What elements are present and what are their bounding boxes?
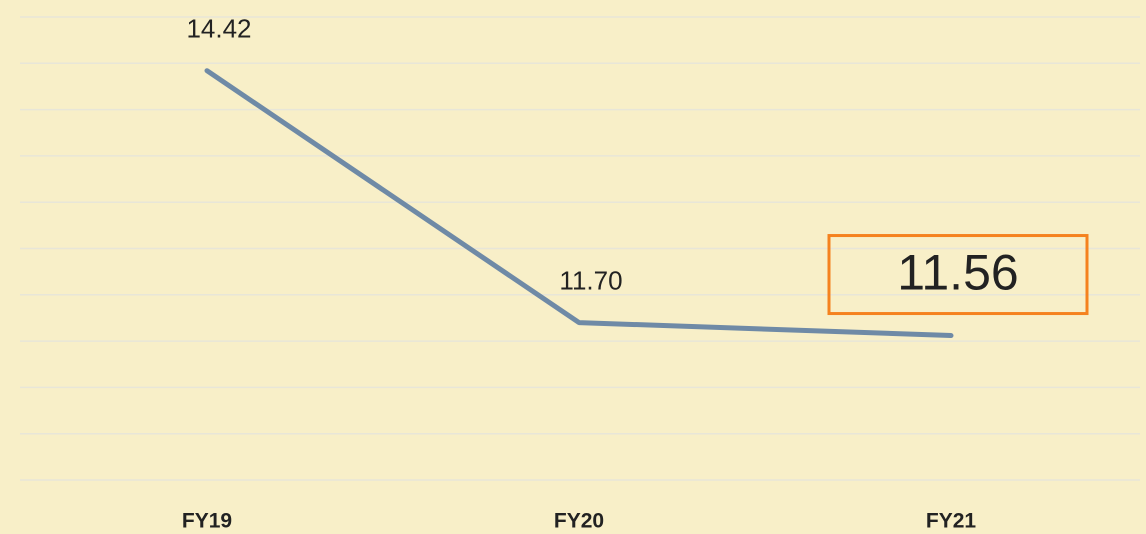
- x-tick-label: FY21: [926, 510, 977, 533]
- x-tick-label: FY20: [554, 510, 604, 533]
- value-label: 11.56: [897, 245, 1018, 301]
- value-label: 14.42: [186, 14, 251, 44]
- line: [204, 68, 954, 339]
- x-tick-label: FY19: [182, 510, 232, 533]
- highlight-box: [827, 234, 1089, 316]
- value-label: 11.70: [559, 265, 622, 295]
